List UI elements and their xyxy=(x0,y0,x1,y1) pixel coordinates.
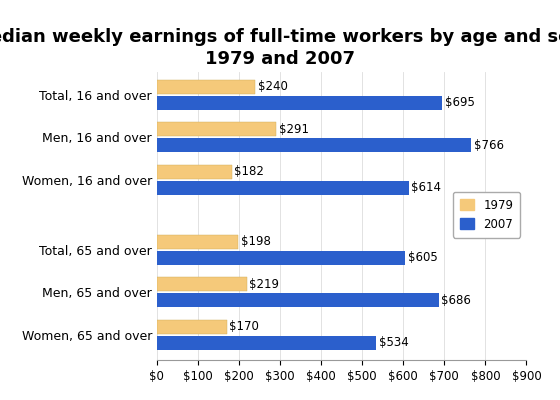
Bar xyxy=(157,251,405,265)
Bar xyxy=(157,138,472,152)
Text: $686: $686 xyxy=(441,294,471,307)
Text: $240: $240 xyxy=(258,80,288,93)
Bar xyxy=(157,96,442,110)
Bar xyxy=(157,122,276,136)
Bar xyxy=(157,336,376,350)
Text: Median weekly earnings of full-time workers by age and sex,
1979 and 2007: Median weekly earnings of full-time work… xyxy=(0,28,560,68)
Text: $219: $219 xyxy=(249,278,279,291)
Text: $170: $170 xyxy=(229,320,259,334)
Bar xyxy=(157,181,409,195)
Text: www.bls.gov: www.bls.gov xyxy=(493,384,554,394)
Text: $198: $198 xyxy=(241,235,270,248)
Bar xyxy=(157,277,247,291)
Text: $614: $614 xyxy=(412,181,441,194)
Text: $182: $182 xyxy=(234,165,264,178)
Bar xyxy=(157,235,238,249)
Bar xyxy=(157,80,255,94)
Text: Source: U.S. Bureau of Labor Statistics: Source: U.S. Bureau of Labor Statistics xyxy=(6,384,194,394)
Text: $695: $695 xyxy=(445,96,474,109)
Bar xyxy=(157,293,438,308)
Text: $766: $766 xyxy=(474,139,504,152)
Text: $605: $605 xyxy=(408,251,437,264)
Text: $534: $534 xyxy=(379,336,408,350)
Text: $291: $291 xyxy=(279,122,309,136)
Legend: 1979, 2007: 1979, 2007 xyxy=(452,192,520,238)
Bar xyxy=(157,320,227,334)
Bar xyxy=(157,165,231,179)
